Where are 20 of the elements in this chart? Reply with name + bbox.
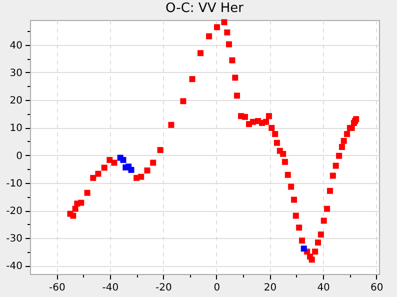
y-tick-label: 30	[10, 68, 22, 79]
x-tick-label: 20	[264, 282, 277, 294]
y-tick-label: 10	[10, 123, 22, 134]
x-tick-label: 60	[370, 282, 384, 294]
y-tick-label: -20	[6, 206, 22, 217]
x-tick-label: -60	[48, 282, 66, 294]
y-tick-label: -30	[6, 234, 22, 245]
point	[300, 246, 307, 252]
point	[128, 166, 134, 173]
x-tick-label: 40	[317, 282, 330, 294]
y-tick-label: 20	[10, 96, 22, 107]
x-tick-label: -20	[156, 282, 172, 294]
y-tick-label: 40	[10, 40, 22, 52]
point	[120, 156, 126, 163]
x-tick-label: 0	[214, 282, 220, 294]
y-tick-label: -10	[6, 178, 22, 190]
x-tick-label: -40	[102, 282, 119, 294]
chart-title: O-C: VV Her	[166, 1, 244, 16]
y-tick-label: -40	[6, 261, 22, 272]
y-tick-label: 0	[16, 150, 22, 162]
